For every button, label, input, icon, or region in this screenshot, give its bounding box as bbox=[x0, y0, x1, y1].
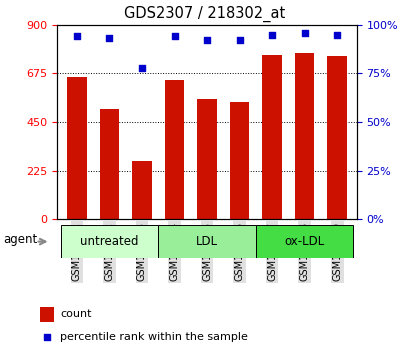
Point bbox=[138, 65, 145, 70]
Bar bbox=[164, 80, 184, 219]
Bar bbox=[132, 161, 151, 219]
Bar bbox=[327, 56, 346, 219]
Point bbox=[171, 34, 178, 39]
Text: agent: agent bbox=[3, 233, 37, 246]
Text: GDS2307 / 218302_at: GDS2307 / 218302_at bbox=[124, 5, 285, 22]
Text: untreated: untreated bbox=[80, 235, 138, 248]
Text: LDL: LDL bbox=[196, 235, 218, 248]
Bar bbox=[99, 109, 119, 219]
Bar bbox=[262, 55, 281, 219]
Point bbox=[203, 38, 210, 43]
Point bbox=[43, 334, 50, 340]
Point bbox=[301, 30, 307, 35]
Text: ox-LDL: ox-LDL bbox=[284, 235, 324, 248]
Bar bbox=[61, 225, 158, 258]
Bar bbox=[197, 99, 216, 219]
Text: count: count bbox=[60, 309, 91, 319]
Bar bbox=[294, 53, 314, 219]
Bar bbox=[255, 225, 353, 258]
Bar bbox=[67, 77, 86, 219]
Point bbox=[268, 32, 275, 37]
Text: percentile rank within the sample: percentile rank within the sample bbox=[60, 332, 247, 342]
Point bbox=[236, 38, 242, 43]
Bar bbox=[158, 225, 255, 258]
Point bbox=[333, 32, 339, 37]
Bar bbox=[229, 102, 249, 219]
Bar bbox=[40, 307, 54, 322]
Point bbox=[106, 35, 112, 41]
Point bbox=[74, 34, 80, 39]
